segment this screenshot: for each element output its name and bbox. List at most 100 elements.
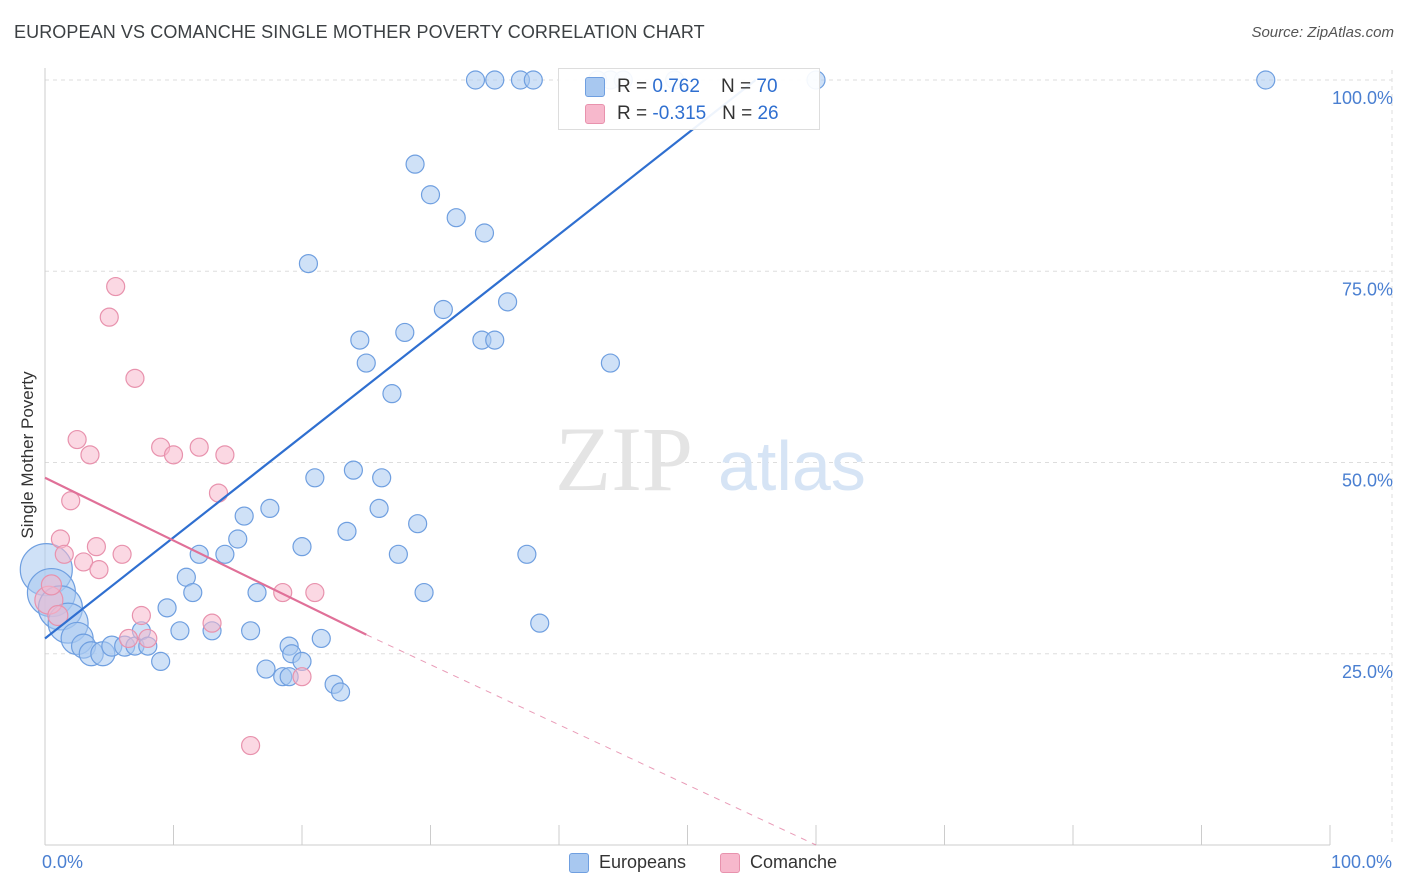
trend-lines <box>44 79 817 846</box>
comanche-point <box>89 559 109 580</box>
comanche-point <box>47 604 69 627</box>
european-point <box>260 498 280 518</box>
watermark-zip: ZIP <box>555 408 693 510</box>
comanche-point <box>131 605 151 626</box>
european-point <box>517 544 537 564</box>
european-point <box>298 254 319 274</box>
european-point <box>256 659 276 679</box>
comanche-point <box>73 552 94 572</box>
european-point <box>292 537 312 557</box>
comanche-point <box>106 276 126 297</box>
x-tick-label-max: 100.0% <box>1330 852 1392 872</box>
european-point <box>465 70 486 90</box>
source-label: Source: ZipAtlas.com <box>1251 24 1394 41</box>
comanche-point <box>273 582 293 603</box>
european-point <box>474 223 495 243</box>
european-point <box>485 70 505 90</box>
comanche-point <box>163 445 184 465</box>
comanche-point <box>40 574 63 596</box>
european-point <box>433 299 453 320</box>
correlation-legend: R = 0.762 N = 70 R = -0.315 N = 26 <box>558 68 820 130</box>
europeans-swatch <box>568 852 589 873</box>
x-tick-label-min: 0.0% <box>42 852 84 872</box>
watermark: ZIP atlas <box>555 408 866 510</box>
legend-item-europeans[interactable]: Europeans <box>568 852 687 873</box>
european-point <box>530 613 550 633</box>
european-point <box>311 628 331 649</box>
europeans-swatch <box>585 77 605 97</box>
series-legend: Europeans Comanche <box>0 852 1406 873</box>
y-tick-label: 75.0% <box>1342 279 1393 299</box>
legend-row-europeans: R = 0.762 N = 70 <box>559 72 819 102</box>
comanche-swatch <box>585 104 605 124</box>
n-value: 26 <box>757 103 779 124</box>
european-point <box>234 506 254 526</box>
european-point <box>405 154 425 174</box>
chart-title: EUROPEAN VS COMANCHE SINGLE MOTHER POVER… <box>14 22 705 42</box>
european-point <box>183 582 203 603</box>
comanche-point <box>118 628 139 649</box>
legend-label: Comanche <box>750 852 838 872</box>
european-point <box>408 514 428 534</box>
european-point <box>170 621 190 641</box>
comanche-point <box>125 368 145 388</box>
european-point <box>600 353 621 373</box>
comanche-point <box>305 582 325 603</box>
european-point <box>395 322 415 343</box>
comanche-point <box>138 628 158 649</box>
european-point <box>350 330 370 350</box>
european-point <box>369 498 389 518</box>
y-tick-label: 100.0% <box>1332 88 1393 108</box>
european-point <box>523 70 543 90</box>
european-point <box>446 208 466 228</box>
european-point <box>420 185 441 205</box>
n-label: N = <box>722 103 758 124</box>
european-point <box>305 468 325 488</box>
y-tick-labels: 25.0% 50.0% 75.0% 100.0% <box>1332 88 1393 682</box>
european-point <box>330 682 351 702</box>
european-point <box>1256 70 1276 90</box>
european-point <box>247 582 267 603</box>
comanche-point <box>292 667 312 687</box>
r-value: -0.315 <box>652 103 707 124</box>
comanche-point <box>80 445 100 465</box>
y-tick-label: 50.0% <box>1342 471 1393 491</box>
comanche-trend-line <box>366 634 817 846</box>
legend-label: Europeans <box>598 852 687 872</box>
european-point <box>498 292 518 312</box>
european-point <box>241 621 261 641</box>
legend-row-comanche: R = -0.315 N = 26 <box>559 99 819 129</box>
comanche-point <box>208 483 229 503</box>
european-point <box>215 544 235 564</box>
european-point <box>356 353 376 373</box>
comanche-point <box>99 307 119 327</box>
comanche-point <box>241 735 261 756</box>
europeans-trend-line <box>44 79 757 640</box>
comanche-point <box>67 429 87 450</box>
r-label: R = <box>617 76 653 97</box>
european-point <box>382 384 402 404</box>
european-point <box>157 598 177 618</box>
european-point <box>151 651 171 672</box>
european-point <box>388 544 408 564</box>
comanche-point <box>112 544 132 564</box>
axes <box>44 68 1331 846</box>
european-point <box>485 330 505 350</box>
r-value: 0.762 <box>652 76 700 97</box>
european-point <box>337 521 357 541</box>
european-point <box>228 529 248 549</box>
r-label: R = <box>617 103 653 124</box>
legend-item-comanche[interactable]: Comanche <box>720 852 837 873</box>
n-label: N = <box>721 76 757 97</box>
comanche-trend-line <box>44 476 367 636</box>
european-point <box>372 468 392 488</box>
comanche-point <box>54 544 74 564</box>
n-value: 70 <box>756 76 778 97</box>
comanche-point <box>202 613 222 633</box>
comanche-point <box>86 537 107 557</box>
y-tick-label: 25.0% <box>1342 662 1393 682</box>
comanche-swatch <box>720 852 741 873</box>
comanche-point <box>61 491 81 511</box>
comanche-point <box>215 445 235 465</box>
